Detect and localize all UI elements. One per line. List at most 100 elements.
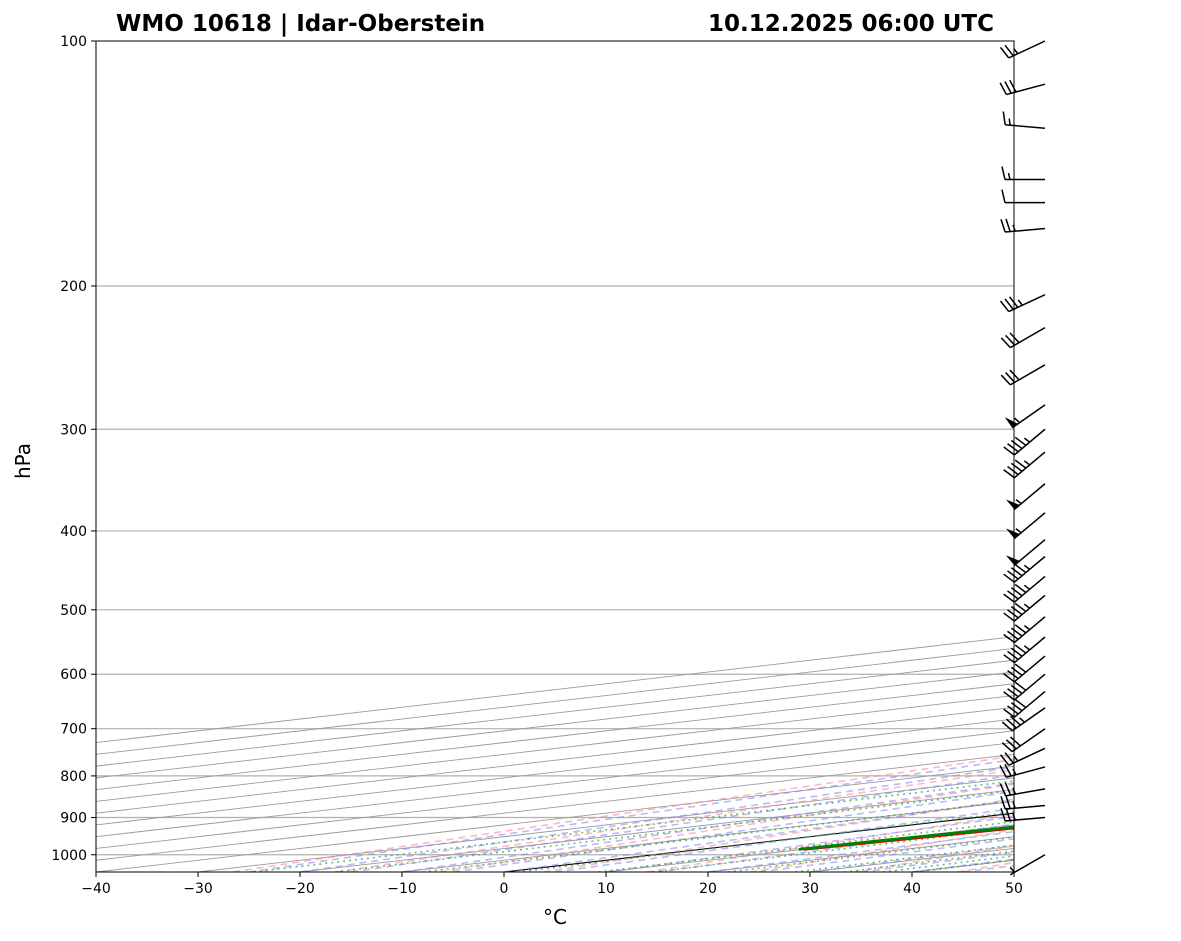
wind-barb-staff — [1005, 788, 1046, 797]
wind-barb — [1000, 218, 1046, 233]
wind-barb — [1000, 795, 1046, 810]
wind-barb-flag — [1003, 469, 1015, 479]
y-tick-label: 1000 — [51, 848, 87, 864]
wind-barb — [1003, 451, 1046, 479]
wind-barb — [1001, 728, 1046, 753]
wind-barb-flag — [1009, 369, 1020, 381]
wind-barb-flag — [1004, 763, 1012, 777]
wind-barb-flag — [1007, 688, 1019, 698]
moist-adiabat-line — [401, 782, 1014, 872]
wind-barb — [1009, 854, 1046, 876]
wind-barb-flag — [1009, 296, 1019, 308]
x-tick-label: −40 — [81, 881, 111, 897]
wind-barb-flag — [1007, 590, 1019, 600]
wind-barb-flag — [1010, 684, 1023, 695]
x-tick-label: −30 — [183, 881, 213, 897]
wind-barb-half-flag — [1015, 499, 1022, 505]
wind-barb — [1003, 690, 1046, 718]
x-tick-label: 0 — [500, 881, 509, 897]
wind-barb — [1000, 364, 1046, 386]
y-tick-label: 800 — [60, 769, 87, 785]
x-tick-label: 20 — [699, 881, 717, 897]
wind-barb-flag — [1002, 111, 1006, 125]
wind-barb-half-flag — [1013, 47, 1019, 55]
wind-barb-flag — [1014, 436, 1027, 446]
wind-barb — [1003, 673, 1046, 701]
wind-barb-flag — [1000, 808, 1006, 822]
wind-barb-flag — [1003, 708, 1015, 718]
x-tick-label: 40 — [903, 881, 921, 897]
wind-barb-flag — [999, 754, 1010, 766]
wind-barb-flag — [999, 46, 1010, 59]
wind-barb-flag — [1001, 742, 1013, 753]
y-tick-label: 500 — [60, 603, 87, 619]
wind-barb-flag — [1010, 587, 1023, 597]
wind-barb — [1000, 326, 1046, 349]
moist-adiabat-line — [248, 758, 1014, 872]
wind-barb-flag — [1003, 612, 1015, 622]
wind-barb-flag — [1010, 439, 1023, 450]
wind-barb-half-flag — [1023, 437, 1031, 443]
wind-barb — [1000, 807, 1046, 822]
x-tick-label: −10 — [387, 881, 417, 897]
wind-barb — [1006, 539, 1046, 566]
wind-barb-half-flag — [1023, 564, 1031, 570]
wind-barb-staff — [1013, 539, 1046, 566]
isotherm-line — [96, 730, 1014, 838]
wind-barb-staff — [1011, 404, 1046, 429]
wind-barb-flag — [1001, 721, 1013, 732]
wind-barb-staff — [1006, 766, 1046, 779]
wind-barb-flag — [1003, 633, 1015, 644]
x-tick-label: 50 — [1005, 881, 1023, 897]
wind-barbs — [999, 40, 1046, 876]
wind-barb-flag — [1004, 782, 1012, 796]
wind-barb-flag — [999, 300, 1010, 313]
wind-barb — [1003, 428, 1046, 456]
wind-barb-staff — [1013, 673, 1046, 701]
isotherm-line — [96, 636, 1014, 744]
wind-barb-flag — [1010, 627, 1023, 637]
wind-barb-staff — [1008, 747, 1046, 766]
wind-barb-staff — [1013, 655, 1046, 683]
wind-barb-staff — [1013, 512, 1046, 540]
x-tick-label: 10 — [597, 881, 615, 897]
wind-barb-staff — [1011, 728, 1046, 753]
x-tick-label: 30 — [801, 881, 819, 897]
wind-barb-flag — [1010, 462, 1023, 472]
wind-barb — [999, 79, 1046, 96]
wind-barb-staff — [1013, 690, 1046, 718]
wind-barb-flag — [1007, 705, 1019, 715]
wind-barb-flag — [1001, 189, 1006, 203]
x-axis-ticks: −40 −30 −20 −10 0 10 20 30 40 50 — [81, 872, 1023, 897]
wind-barb — [999, 747, 1046, 766]
wind-barb-flag — [1000, 796, 1006, 810]
moist-adiabat-line — [503, 799, 1014, 872]
wind-barb-half-flag — [1023, 625, 1031, 631]
wind-barb-flag — [1000, 374, 1011, 386]
wind-barb-flag — [1010, 702, 1023, 712]
isotherm-line — [96, 659, 1014, 767]
plot-frame — [95, 40, 1015, 873]
wind-barb-flag — [1003, 654, 1015, 664]
wind-barb — [999, 294, 1046, 313]
wind-barb-staff — [1005, 816, 1046, 822]
wind-barb-flag — [1000, 337, 1011, 349]
wind-barb-flag — [1005, 795, 1011, 809]
wind-barb-staff — [1005, 804, 1046, 810]
wind-barb-flag — [1003, 593, 1015, 603]
wind-barb — [1001, 166, 1045, 181]
y-tick-label: 900 — [60, 811, 87, 827]
wind-barb-flag — [1007, 443, 1019, 453]
wind-barb-staff — [1013, 555, 1046, 583]
wind-barb-flag — [1014, 459, 1027, 469]
dry-adiabat-line — [336, 769, 1014, 872]
wind-barb-flag — [1004, 81, 1012, 94]
wind-barb — [1006, 512, 1046, 540]
wind-barb-pennant — [1006, 499, 1020, 510]
wind-barb-flag — [1007, 570, 1019, 580]
wind-barb-flag — [1010, 647, 1023, 657]
wind-barb-flag — [1005, 372, 1016, 383]
wind-barb — [999, 40, 1046, 59]
wind-barb-flag — [1014, 602, 1027, 613]
wind-barb-half-flag — [1012, 224, 1016, 232]
